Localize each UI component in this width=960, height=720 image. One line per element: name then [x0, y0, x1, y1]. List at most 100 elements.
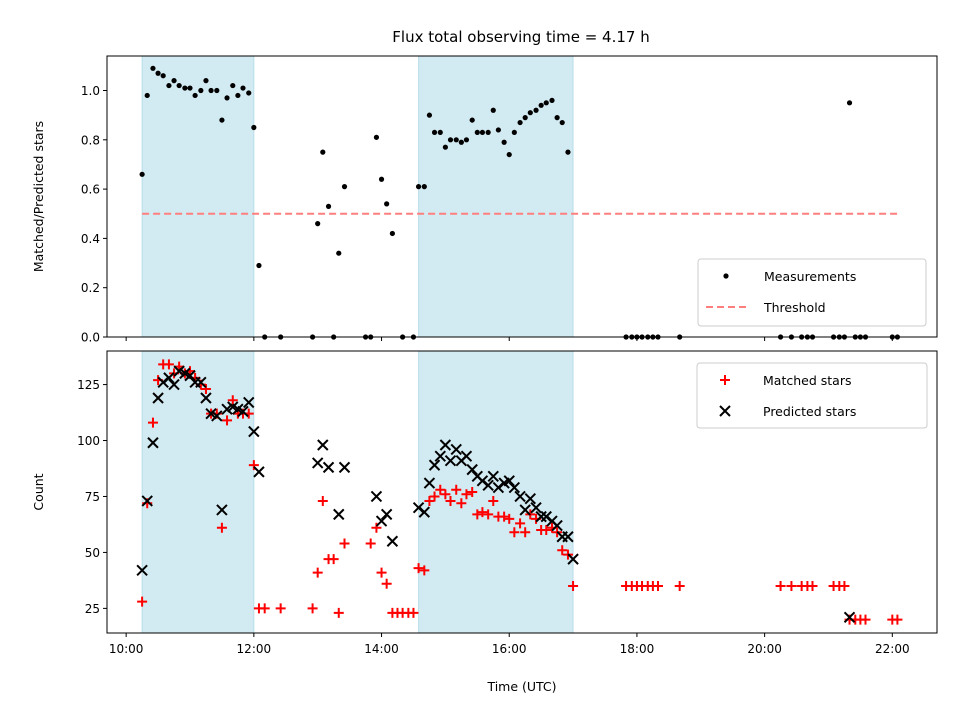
measurement-point: [463, 137, 470, 143]
matched-stars-point: [413, 563, 424, 574]
measurement-point: [203, 78, 209, 84]
measurement-point: [533, 107, 539, 113]
measurement-point: [171, 78, 177, 84]
predicted-stars-point: [843, 611, 856, 624]
matched-stars-point: [222, 415, 233, 426]
x-tick-label: 22:00: [875, 642, 910, 656]
matched-stars-point: [163, 359, 174, 370]
predicted-stars-point: [375, 515, 388, 527]
matched-stars-point: [483, 509, 494, 520]
predicted-stars-point: [428, 459, 441, 471]
measurement-point: [453, 137, 459, 143]
legend: Measurements Threshold: [697, 258, 927, 327]
predicted-stars-point: [317, 439, 329, 451]
measurement-point: [235, 92, 241, 99]
matched-stars-point: [860, 614, 871, 625]
matched-stars-point: [408, 607, 419, 618]
y-tick-label: 125: [77, 378, 100, 392]
matched-stars-point: [472, 509, 483, 520]
matched-stars-point: [461, 489, 472, 500]
measurement-point: [325, 203, 332, 209]
matched-stars-point: [365, 538, 376, 549]
measurement-point: [549, 97, 555, 103]
predicted-stars-point: [551, 519, 563, 532]
predicted-stars-point: [216, 504, 228, 516]
matched-stars-point: [381, 578, 392, 589]
matched-stars-point: [451, 484, 462, 495]
x-tick-label: 16:00: [492, 642, 527, 656]
predicted-stars-point: [322, 461, 335, 474]
predicted-stars-point: [519, 504, 531, 516]
matched-stars-point: [467, 487, 478, 497]
measurement-point: [187, 85, 193, 91]
predicted-stars-point: [562, 531, 574, 543]
matched-stars-point: [419, 565, 430, 576]
measurement-point: [378, 176, 385, 182]
measurement-point: [431, 129, 438, 136]
x-tick-label: 10:00: [109, 642, 144, 656]
measurement-point: [469, 117, 475, 123]
matched-stars-point: [509, 527, 520, 538]
matched-stars-point: [557, 545, 568, 556]
predicted-stars-point: [508, 481, 521, 494]
matched-stars-point: [435, 484, 446, 495]
legend-label: Predicted stars: [763, 404, 856, 419]
measurement-point: [139, 171, 145, 177]
matched-stars-point: [568, 581, 579, 591]
x-tick-label: 18:00: [620, 642, 655, 656]
predicted-stars-point: [503, 475, 515, 487]
measurement-point: [182, 85, 188, 91]
axes-frame: [106, 55, 938, 338]
matched-stars-point: [839, 581, 850, 591]
matched-stars-point: [674, 581, 685, 591]
measurement-point: [208, 87, 214, 94]
measurement-point: [160, 73, 166, 79]
measurement-point: [219, 117, 225, 123]
y-axis-label: Count: [31, 473, 46, 510]
legend-box: [697, 258, 927, 327]
legend-x-marker: [719, 405, 731, 417]
measurement-point: [501, 139, 507, 145]
measurement-point: [315, 221, 321, 227]
measurement-point: [442, 144, 448, 150]
measurement-point: [192, 92, 198, 99]
measurement-point: [522, 115, 528, 121]
measurement-point: [437, 129, 443, 136]
matched-stars-point: [892, 614, 903, 625]
y-tick-label: 0.8: [81, 133, 100, 147]
y-tick-label: 0.2: [81, 281, 100, 295]
matched-stars-point: [275, 603, 286, 614]
legend-label: Measurements: [764, 269, 856, 284]
legend-box: [696, 362, 928, 429]
measurement-point: [485, 129, 491, 136]
matched-stars-point: [339, 538, 350, 549]
predicted-stars-point: [380, 508, 393, 521]
measurement-point: [527, 110, 533, 116]
matched-stars-point: [541, 525, 552, 536]
x-axis-label: Time (UTC): [486, 679, 556, 694]
measurement-point: [479, 129, 486, 136]
matched-stars-point: [424, 495, 435, 506]
measurements-panel: 0.0 0.2 0.4 0.6 0.8 1.0 Matched/Predicted star…: [31, 55, 938, 345]
y-tick-label: 0.0: [81, 331, 100, 345]
observing-window-shade: [418, 350, 574, 634]
predicted-stars-point: [434, 450, 446, 462]
measurement-point: [565, 149, 571, 155]
matched-stars-point: [317, 495, 328, 506]
measurement-point: [554, 115, 560, 121]
legend: Matched stars Predicted stars: [696, 362, 928, 429]
matched-stars-point: [312, 567, 323, 578]
predicted-stars-point: [141, 495, 153, 507]
measurement-point: [373, 134, 380, 140]
measurement-point: [384, 201, 390, 207]
matched-stars-point: [504, 513, 515, 524]
y-tick-label: 75: [85, 490, 100, 504]
predicted-stars-point: [253, 466, 265, 478]
y-tick-label: 100: [77, 434, 100, 448]
measurement-point: [246, 90, 252, 96]
measurement-point: [198, 87, 204, 94]
matched-stars-point: [515, 518, 526, 529]
measurement-point: [447, 137, 454, 143]
matched-stars-point: [147, 417, 158, 428]
predicted-stars-point: [338, 461, 351, 474]
